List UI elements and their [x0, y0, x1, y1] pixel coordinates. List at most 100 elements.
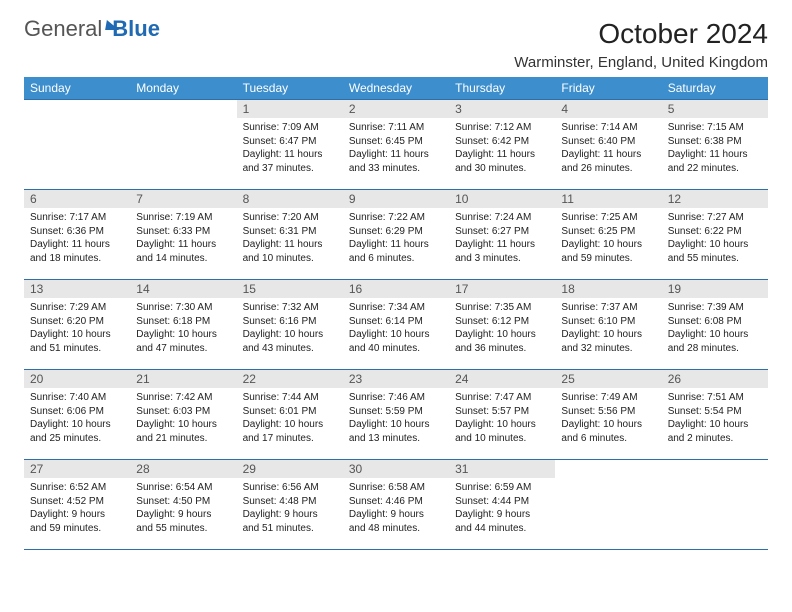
daylight-line: Daylight: 10 hours and 32 minutes.	[561, 328, 655, 355]
sunset-line: Sunset: 5:54 PM	[668, 405, 762, 419]
sunset-line: Sunset: 4:46 PM	[349, 495, 443, 509]
day-number: 6	[24, 190, 130, 208]
sunset-line: Sunset: 6:33 PM	[136, 225, 230, 239]
calendar-day-cell: 30Sunrise: 6:58 AMSunset: 4:46 PMDayligh…	[343, 460, 449, 550]
calendar-day-cell: 3Sunrise: 7:12 AMSunset: 6:42 PMDaylight…	[449, 100, 555, 190]
day-details: Sunrise: 7:42 AMSunset: 6:03 PMDaylight:…	[130, 388, 236, 449]
day-number: 28	[130, 460, 236, 478]
day-number: 4	[555, 100, 661, 118]
day-number: 10	[449, 190, 555, 208]
daylight-line: Daylight: 10 hours and 13 minutes.	[349, 418, 443, 445]
sunset-line: Sunset: 6:12 PM	[455, 315, 549, 329]
daylight-line: Daylight: 9 hours and 51 minutes.	[243, 508, 337, 535]
calendar-week-row: 6Sunrise: 7:17 AMSunset: 6:36 PMDaylight…	[24, 190, 768, 280]
day-number: 17	[449, 280, 555, 298]
day-details: Sunrise: 6:52 AMSunset: 4:52 PMDaylight:…	[24, 478, 130, 539]
daylight-line: Daylight: 11 hours and 22 minutes.	[668, 148, 762, 175]
day-number: 13	[24, 280, 130, 298]
day-details: Sunrise: 7:17 AMSunset: 6:36 PMDaylight:…	[24, 208, 130, 269]
day-number: 31	[449, 460, 555, 478]
daylight-line: Daylight: 11 hours and 14 minutes.	[136, 238, 230, 265]
calendar-day-cell: 1Sunrise: 7:09 AMSunset: 6:47 PMDaylight…	[237, 100, 343, 190]
page-title: October 2024	[514, 18, 768, 50]
calendar-day-cell: 26Sunrise: 7:51 AMSunset: 5:54 PMDayligh…	[662, 370, 768, 460]
day-number: 5	[662, 100, 768, 118]
calendar-day-cell	[130, 100, 236, 190]
sunrise-line: Sunrise: 7:46 AM	[349, 391, 443, 405]
sunset-line: Sunset: 5:56 PM	[561, 405, 655, 419]
sunset-line: Sunset: 6:01 PM	[243, 405, 337, 419]
day-number: 23	[343, 370, 449, 388]
daylight-line: Daylight: 10 hours and 40 minutes.	[349, 328, 443, 355]
calendar-day-cell: 23Sunrise: 7:46 AMSunset: 5:59 PMDayligh…	[343, 370, 449, 460]
sunset-line: Sunset: 6:20 PM	[30, 315, 124, 329]
calendar-day-cell: 8Sunrise: 7:20 AMSunset: 6:31 PMDaylight…	[237, 190, 343, 280]
calendar-day-cell: 7Sunrise: 7:19 AMSunset: 6:33 PMDaylight…	[130, 190, 236, 280]
calendar-body: 1Sunrise: 7:09 AMSunset: 6:47 PMDaylight…	[24, 100, 768, 550]
daylight-line: Daylight: 10 hours and 17 minutes.	[243, 418, 337, 445]
day-number: 25	[555, 370, 661, 388]
daylight-line: Daylight: 11 hours and 10 minutes.	[243, 238, 337, 265]
sunrise-line: Sunrise: 7:09 AM	[243, 121, 337, 135]
day-number: 8	[237, 190, 343, 208]
sunrise-line: Sunrise: 7:40 AM	[30, 391, 124, 405]
calendar-week-row: 13Sunrise: 7:29 AMSunset: 6:20 PMDayligh…	[24, 280, 768, 370]
calendar-day-cell: 24Sunrise: 7:47 AMSunset: 5:57 PMDayligh…	[449, 370, 555, 460]
calendar-day-cell: 13Sunrise: 7:29 AMSunset: 6:20 PMDayligh…	[24, 280, 130, 370]
day-details: Sunrise: 7:51 AMSunset: 5:54 PMDaylight:…	[662, 388, 768, 449]
sunset-line: Sunset: 4:50 PM	[136, 495, 230, 509]
calendar-week-row: 27Sunrise: 6:52 AMSunset: 4:52 PMDayligh…	[24, 460, 768, 550]
day-details: Sunrise: 7:47 AMSunset: 5:57 PMDaylight:…	[449, 388, 555, 449]
sunset-line: Sunset: 5:59 PM	[349, 405, 443, 419]
sunrise-line: Sunrise: 7:11 AM	[349, 121, 443, 135]
sunset-line: Sunset: 4:52 PM	[30, 495, 124, 509]
sunset-line: Sunset: 6:27 PM	[455, 225, 549, 239]
day-number: 29	[237, 460, 343, 478]
calendar-day-cell: 9Sunrise: 7:22 AMSunset: 6:29 PMDaylight…	[343, 190, 449, 280]
daylight-line: Daylight: 11 hours and 30 minutes.	[455, 148, 549, 175]
daylight-line: Daylight: 10 hours and 2 minutes.	[668, 418, 762, 445]
day-number: 11	[555, 190, 661, 208]
day-details: Sunrise: 7:12 AMSunset: 6:42 PMDaylight:…	[449, 118, 555, 179]
sunrise-line: Sunrise: 7:14 AM	[561, 121, 655, 135]
daylight-line: Daylight: 9 hours and 48 minutes.	[349, 508, 443, 535]
daylight-line: Daylight: 11 hours and 3 minutes.	[455, 238, 549, 265]
sunset-line: Sunset: 6:03 PM	[136, 405, 230, 419]
day-number: 26	[662, 370, 768, 388]
calendar-day-cell: 15Sunrise: 7:32 AMSunset: 6:16 PMDayligh…	[237, 280, 343, 370]
day-details: Sunrise: 6:59 AMSunset: 4:44 PMDaylight:…	[449, 478, 555, 539]
sunrise-line: Sunrise: 7:25 AM	[561, 211, 655, 225]
day-details: Sunrise: 6:54 AMSunset: 4:50 PMDaylight:…	[130, 478, 236, 539]
calendar-day-cell: 20Sunrise: 7:40 AMSunset: 6:06 PMDayligh…	[24, 370, 130, 460]
day-details: Sunrise: 7:39 AMSunset: 6:08 PMDaylight:…	[662, 298, 768, 359]
day-details: Sunrise: 7:20 AMSunset: 6:31 PMDaylight:…	[237, 208, 343, 269]
calendar-week-row: 1Sunrise: 7:09 AMSunset: 6:47 PMDaylight…	[24, 100, 768, 190]
sunset-line: Sunset: 6:45 PM	[349, 135, 443, 149]
calendar-day-cell: 2Sunrise: 7:11 AMSunset: 6:45 PMDaylight…	[343, 100, 449, 190]
day-number: 19	[662, 280, 768, 298]
sunset-line: Sunset: 6:38 PM	[668, 135, 762, 149]
day-details: Sunrise: 7:46 AMSunset: 5:59 PMDaylight:…	[343, 388, 449, 449]
calendar-day-cell: 12Sunrise: 7:27 AMSunset: 6:22 PMDayligh…	[662, 190, 768, 280]
calendar-day-cell: 19Sunrise: 7:39 AMSunset: 6:08 PMDayligh…	[662, 280, 768, 370]
daylight-line: Daylight: 10 hours and 59 minutes.	[561, 238, 655, 265]
day-details: Sunrise: 7:11 AMSunset: 6:45 PMDaylight:…	[343, 118, 449, 179]
calendar-day-cell	[555, 460, 661, 550]
sunrise-line: Sunrise: 7:19 AM	[136, 211, 230, 225]
calendar-day-cell: 29Sunrise: 6:56 AMSunset: 4:48 PMDayligh…	[237, 460, 343, 550]
sunset-line: Sunset: 6:14 PM	[349, 315, 443, 329]
sunrise-line: Sunrise: 7:17 AM	[30, 211, 124, 225]
day-details: Sunrise: 7:37 AMSunset: 6:10 PMDaylight:…	[555, 298, 661, 359]
daylight-line: Daylight: 9 hours and 55 minutes.	[136, 508, 230, 535]
day-details: Sunrise: 7:22 AMSunset: 6:29 PMDaylight:…	[343, 208, 449, 269]
day-details: Sunrise: 7:15 AMSunset: 6:38 PMDaylight:…	[662, 118, 768, 179]
day-details: Sunrise: 7:19 AMSunset: 6:33 PMDaylight:…	[130, 208, 236, 269]
daylight-line: Daylight: 10 hours and 6 minutes.	[561, 418, 655, 445]
sunrise-line: Sunrise: 7:42 AM	[136, 391, 230, 405]
sunrise-line: Sunrise: 7:27 AM	[668, 211, 762, 225]
sunrise-line: Sunrise: 6:58 AM	[349, 481, 443, 495]
calendar-day-cell: 22Sunrise: 7:44 AMSunset: 6:01 PMDayligh…	[237, 370, 343, 460]
daylight-line: Daylight: 11 hours and 37 minutes.	[243, 148, 337, 175]
day-number: 18	[555, 280, 661, 298]
sunset-line: Sunset: 6:29 PM	[349, 225, 443, 239]
